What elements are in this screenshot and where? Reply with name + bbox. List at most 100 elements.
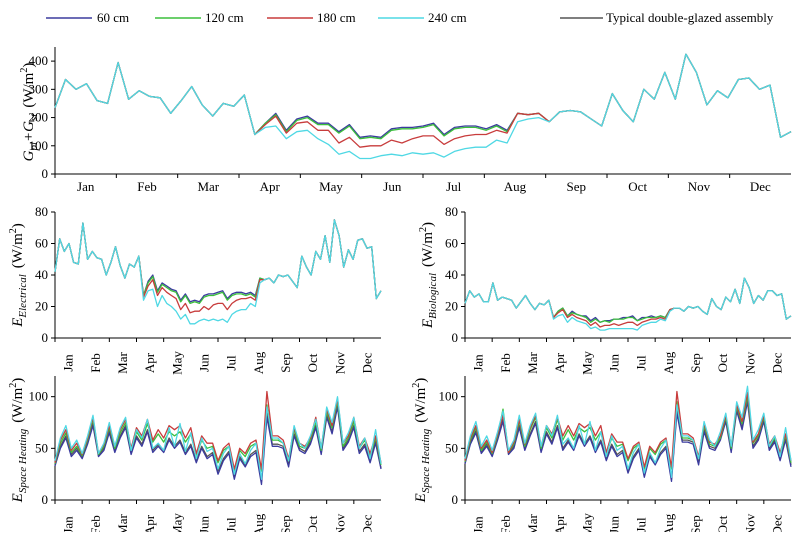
x-tick-label: Aug [504,179,527,194]
ylabel-p2-unit: (W/m [10,233,26,268]
ylabel-p3-sub1: Biological [427,273,439,319]
legend-label-60cm: 60 cm [97,10,129,25]
ylabel-p5-close: ) [413,378,429,383]
x-tick-label: Jul [224,355,239,371]
panel-2: 0 20 40 60 80 Jan Feb Mar Apr May Jun Jul Aug Sep Oct N… [35,204,382,375]
series-line-240cm [54,219,382,325]
y-tick-label: 40 [445,267,458,282]
x-tick-label: Jul [446,179,462,194]
x-tick-label: Nov [688,179,711,194]
x-tick-label: Mar [525,352,540,374]
y-tick-label: 100 [29,389,49,404]
x-tick-label: May [169,351,184,375]
ylabel-p1-unit: (W/m [21,72,37,107]
x-tick-label: Dec [769,352,784,373]
y-tick-label: 100 [439,389,459,404]
x-tick-label: Oct [628,179,647,194]
ylabel-p3-close: ) [420,222,436,227]
series-line-60cm [54,53,792,138]
y-tick-label: 40 [35,267,48,282]
ylabel-p2-close: ) [10,223,26,228]
series-line-240cm [54,53,792,160]
legend-label-180cm: 180 cm [317,10,356,25]
y-tick-label: 0 [42,330,49,345]
x-tick-label: Aug [661,513,676,532]
legend: 60 cm 120 cm 180 cm 240 cm Typical doubl… [46,10,774,25]
x-tick-label: Nov [332,351,347,374]
ylabel-p4-main: E [10,493,26,503]
ylabel-p3-unit: (W/m [420,232,436,267]
x-tick-label: Aug [661,351,676,374]
legend-label-typical: Typical double-glazed assembly [606,10,774,25]
series-line-60cm [54,219,382,303]
ylabel-p2-sub1: Electrical [17,274,29,318]
y-tick-label: 20 [445,299,458,314]
x-tick-label: Feb [498,515,513,532]
y-tick-label: 400 [29,53,49,68]
ylabel-panel-3: EBiological (W/m2) [418,222,439,329]
series-line-180cm [54,53,792,148]
x-tick-label: May [579,513,594,532]
series-line-240cm [54,396,382,480]
ylabel-panel-4: ESpace Heating (W/m2) [8,378,29,504]
x-tick-label: Apr [552,514,567,532]
x-tick-label: Mar [115,514,130,532]
ylabel-p3-main: E [420,319,436,329]
x-tick-label: Jan [61,516,76,532]
x-tick-label: Oct [715,515,730,532]
ylabel-p1-sub1: pl [28,142,40,152]
ylabel-p1-close: ) [21,63,37,68]
x-tick-label: Jul [634,355,649,371]
ylabel-p4-sub1: Space Heating [17,428,29,493]
series-line-60cm [464,277,792,323]
y-tick-label: 80 [445,204,458,219]
panel-3: 0 20 40 60 80 Jan Feb Mar Apr May Jun Jul Aug Sep Oct N… [445,204,792,375]
legend-label-240cm: 240 cm [428,10,467,25]
x-tick-label: Aug [251,513,266,532]
x-tick-label: Nov [742,513,757,532]
x-tick-label: Oct [715,353,730,372]
ylabel-p1-main: G [21,150,37,161]
y-tick-label: 200 [29,110,49,125]
ylabel-p5-unit: (W/m [413,387,429,422]
y-tick-label: 50 [445,440,458,455]
x-tick-label: Aug [251,351,266,374]
ylabel-panel-1: Gpl+Gst (W/m2) [19,63,40,162]
panel-5: 0 50 100 Jan Feb Mar Apr May Jun Jul Aug Sep Oct Nov D… [439,376,792,537]
y-tick-label: 80 [35,204,48,219]
ylabel-p3-sup: 2 [418,227,429,232]
x-tick-label: May [169,513,184,532]
y-tick-label: 0 [452,492,459,507]
x-tick-label: Oct [305,353,320,372]
x-tick-label: Feb [137,179,157,194]
x-tick-label: Dec [359,352,374,373]
x-tick-label: Jun [383,179,402,194]
x-tick-label: Jan [77,179,95,194]
x-tick-label: Jul [224,517,239,532]
x-tick-label: Dec [769,514,784,532]
series-line-120cm [464,277,792,323]
ylabel-p5-main: E [413,493,429,503]
x-tick-label: Mar [525,514,540,532]
x-tick-label: Mar [197,179,219,194]
ylabel-p1-sup: 2 [19,68,30,73]
y-tick-label: 100 [29,138,49,153]
x-tick-label: Jan [471,516,486,532]
panel-4: 0 50 100 Jan Feb Mar Apr May Jun Jul Aug Sep Oct Nov D… [29,376,382,537]
x-tick-label: Jan [61,354,76,372]
x-tick-label: Sep [688,353,703,373]
ylabel-p4-close: ) [10,378,26,383]
y-tick-label: 60 [445,236,458,251]
x-tick-label: Sep [278,353,293,373]
legend-label-120cm: 120 cm [205,10,244,25]
ylabel-p4-unit: (W/m [10,387,26,422]
x-tick-label: Jun [606,353,621,372]
x-tick-label: Oct [305,515,320,532]
ylabel-p2-sup: 2 [8,228,19,233]
series-line-180cm [464,277,792,328]
x-tick-label: Feb [88,353,103,373]
ylabel-p5-sub1: Space Heating [420,428,432,493]
ylabel-p2-main: E [10,318,26,328]
y-tick-label: 0 [42,492,49,507]
